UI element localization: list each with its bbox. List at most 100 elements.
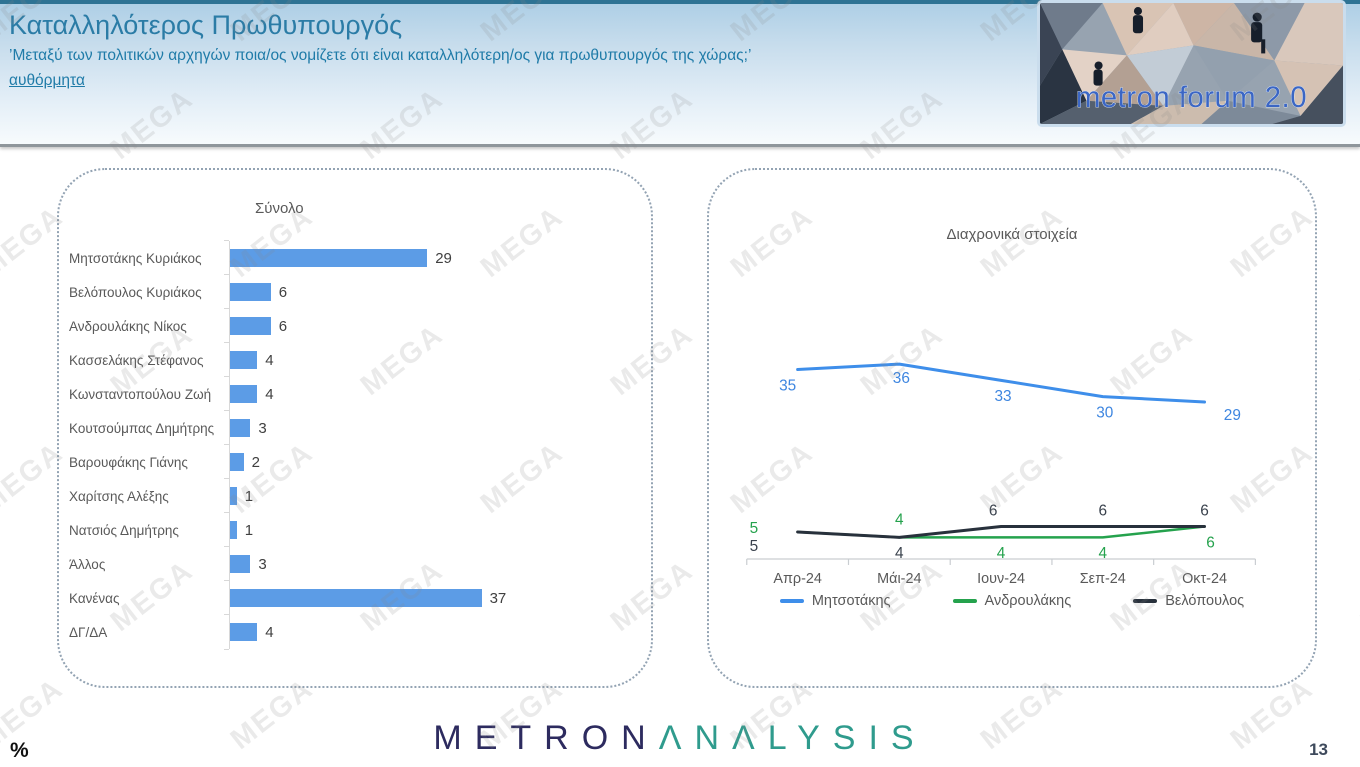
bar-track: 6 [224,308,637,343]
bar-category-label: Κασσελάκης Στέφανος [69,352,204,368]
line-chart-legend: Μητσοτάκης Ανδρουλάκης Βελόπουλος [709,593,1315,609]
bar-value-label: 3 [258,419,267,437]
legend-label: Ανδρουλάκης [984,592,1072,609]
line-chart-title: Διαχρονικά στοιχεία [946,226,1078,243]
line-chart-svg: Απρ-24 Μάι-24 Ιουν-24 Σεπ-24 Οκτ-24 35 36 33 30 2… [746,362,1256,587]
logo-text: metron forum 2.0 [1076,82,1307,114]
legend-item: Ανδρουλάκης [952,592,1072,609]
bar-category-label: Βελόπουλος Κυριάκος [69,284,202,300]
bar-category-label: Κωνσταντοπούλου Ζωή [69,386,212,402]
data-label: 6 [1206,534,1215,551]
bar [230,419,251,437]
data-label: 6 [1099,503,1108,520]
bar [230,623,258,641]
x-axis-label: Μάι-24 [877,571,921,587]
bar-value-label: 4 [265,351,274,369]
bar-track: 1 [224,512,637,547]
bar-track: 3 [224,546,637,581]
bar-row: Κασσελάκης Στέφανος 4 [69,342,637,377]
data-label: 30 [1096,404,1113,421]
bar-track: 4 [224,614,637,650]
bar-track: 37 [224,580,637,615]
legend-item: Μητσοτάκης [779,592,891,609]
series-line [796,525,1207,539]
bar-chart: Μητσοτάκης Κυριάκος 29 Βελόπουλος Κυριάκος… [69,240,637,650]
x-axis-label: Σεπ-24 [1080,571,1126,587]
watermark-text: MEGA [1354,554,1360,638]
bar [230,589,482,607]
bar-value-label: 1 [244,487,254,505]
bar-track: 29 [224,240,637,275]
bar-category-label: Ανδρουλάκης Νίκος [69,318,187,334]
legend-swatch [779,599,804,603]
note-link[interactable]: αυθόρμητα [9,72,85,90]
bar-row: Άλλος 3 [69,546,637,581]
data-label: 4 [1099,545,1108,562]
bar-track: 3 [224,410,637,445]
legend-label: Μητσοτάκης [811,592,891,609]
legend-item: Βελόπουλος [1133,593,1244,609]
bar-category-label: Μητσοτάκης Κυριάκος [69,250,202,266]
bar [230,283,271,301]
bar-category-label: ΔΓ/ΔΑ [69,624,108,640]
bar-row: Βαρουφάκης Γιάνης 2 [69,444,637,479]
bar [230,487,237,505]
bar-row: Κουτσούμπας Δημήτρης 3 [69,410,637,445]
bar-chart-panel: Σύνολο Μητσοτάκης Κυριάκος 29 Βελόπουλος Κ… [57,168,653,688]
data-label: 4 [895,545,904,562]
series-line [796,362,1207,404]
bar-row: Κωνσταντοπούλου Ζωή 4 [69,376,637,411]
bar-value-label: 6 [278,317,288,335]
data-label: 36 [893,370,910,387]
x-axis-label: Απρ-24 [773,571,822,587]
page-title: Καταλληλότερος Πρωθυπουργός [9,10,403,40]
bar [230,249,428,267]
bar-value-label: 6 [278,283,288,301]
brand-secondary-text: ΛNΛLYSIS [658,719,927,757]
question-subtitle: ’Μεταξύ των πολιτικών αρχηγών ποια/ος νο… [9,47,752,64]
bar-row: Ανδρουλάκης Νίκος 6 [69,308,637,343]
bar-row: Χαρίτσης Αλέξης 1 [69,478,637,513]
percent-unit-label: % [10,739,29,762]
legend-label: Βελόπουλος [1165,592,1245,609]
x-axis-label: Ιουν-24 [977,571,1025,587]
bar-track: 2 [224,444,637,479]
bar-track: 6 [224,274,637,309]
legend-swatch [952,599,977,603]
brand-primary-text: METRON [433,719,659,757]
data-label: 4 [895,511,904,528]
data-label: 6 [1200,503,1209,520]
bar-category-label: Άλλος [69,556,106,572]
bar-track: 4 [224,376,637,411]
page-number: 13 [1309,740,1328,759]
logo-collage-image: metron forum 2.0 [1040,3,1343,124]
bar-track: 4 [224,342,637,377]
bar [230,555,251,573]
data-label: 6 [989,503,998,520]
bar [230,385,258,403]
bar-row: Κανένας 37 [69,580,637,615]
bar-row: Νατσιός Δημήτρης 1 [69,512,637,547]
data-label: 5 [750,538,759,555]
bar-category-label: Νατσιός Δημήτρης [69,522,179,538]
bar-value-label: 3 [258,555,267,573]
bar-category-label: Χαρίτσης Αλέξης [69,488,169,504]
bar-row: Μητσοτάκης Κυριάκος 29 [69,240,637,275]
x-axis-label: Οκτ-24 [1182,571,1227,587]
bar-track: 1 [224,478,637,513]
bar [230,521,237,539]
bar [230,317,271,335]
bar [230,453,244,471]
bar-row: ΔΓ/ΔΑ 4 [69,614,637,650]
bar-value-label: 37 [489,589,507,607]
bar-category-label: Κουτσούμπας Δημήτρης [69,420,215,436]
bar-value-label: 29 [435,249,452,267]
bar-value-label: 4 [265,385,274,403]
metron-analysis-logo: METRONΛNΛLYSIS [433,719,926,758]
bar-chart-title: Σύνολο [255,200,304,217]
legend-swatch [1133,599,1158,603]
data-label: 4 [997,545,1006,562]
data-label: 29 [1224,407,1241,424]
bar-category-label: Βαρουφάκης Γιάνης [69,454,188,470]
